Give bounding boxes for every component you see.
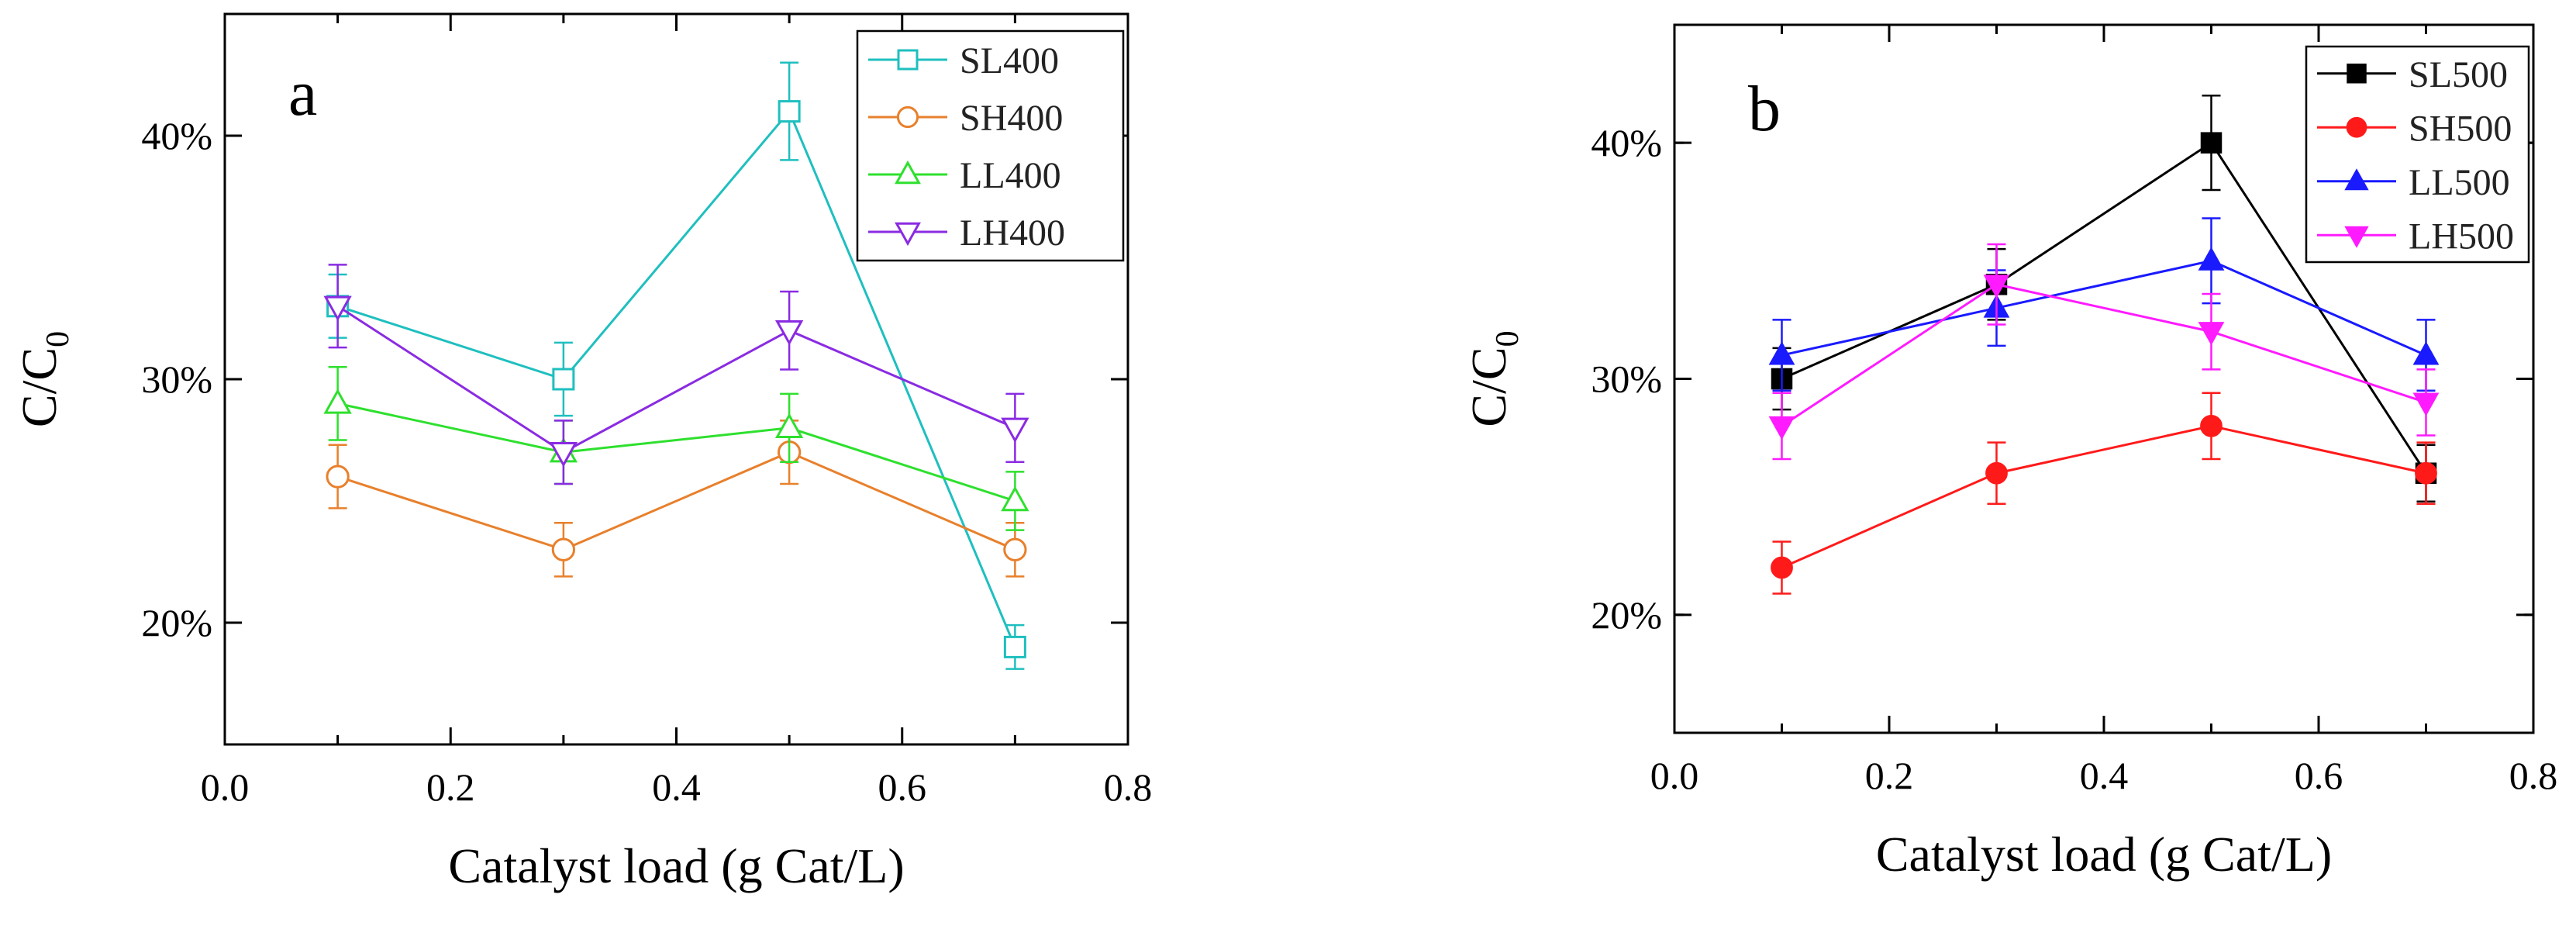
data-point [1983,275,2010,299]
panel-label: b [1748,73,1781,145]
legend-label: LL500 [2409,162,2510,203]
data-point [1003,635,1026,658]
y-tick-label: 20% [141,601,212,644]
data-point [778,100,801,123]
x-tick-label: 0.4 [2080,754,2129,797]
data-point [323,295,352,322]
data-point [2412,392,2440,416]
y-axis-label-subscript: 0 [1490,330,1526,347]
data-point [1003,537,1027,561]
data-point [1768,341,1795,365]
x-tick-label: 0.6 [2295,754,2343,797]
legend-label: LH400 [960,212,1065,254]
y-axis-label-main: C/C [12,347,67,427]
data-point [2198,322,2225,346]
x-tick-label: 0.8 [2509,754,2558,797]
data-point [1768,416,1795,440]
legend-box [2305,45,2530,264]
series-line [1781,283,2426,427]
series-line [1781,259,2427,357]
legend: SL500 SH500 LL500 LH500 [2305,45,2530,264]
y-axis-label: C/C0 [1461,330,1526,427]
legend-label: SH400 [960,98,1063,139]
y-tick-label: 20% [1591,593,1662,637]
data-point [774,320,804,346]
data-point [2200,414,2223,437]
data-point [549,442,578,468]
y-tick-label: 40% [141,114,212,157]
y-axis-label-main: C/C [1461,347,1516,427]
series-LH400 [323,264,1029,485]
legend-marker [2346,116,2367,138]
x-tick-label: 0.2 [426,765,475,809]
legend: SL400 SH400 LL400 LH400 [856,29,1125,262]
series-SH400 [326,420,1027,578]
data-point [326,464,350,489]
data-point [551,537,576,561]
y-tick-label: 30% [141,357,212,401]
x-tick-label: 0.8 [1104,765,1153,809]
panel-b-chart: 0.0 0.2 0.4 0.6 0.8 20% 30% 40% Catalyst load (g… [1461,23,2558,882]
x-tick-label: 0.4 [652,765,701,809]
data-point [2415,461,2437,485]
panel-a-chart: 0.0 0.2 0.4 0.6 0.8 20% 30% 40% Catalyst load (g… [12,12,1153,893]
data-point [1001,485,1029,512]
series-line [1781,424,2426,569]
legend-marker [895,160,921,185]
series-LL500 [1768,217,2440,392]
legend-label: SL400 [960,40,1059,81]
x-axis-label: Catalyst load (g Cat/L) [1876,827,2332,882]
data-point [552,368,575,391]
legend-label: SH500 [2409,108,2512,149]
x-tick-label: 0.2 [1865,754,1914,797]
panel-label: a [288,57,317,130]
legend-marker [896,105,919,129]
legend-label: LL400 [960,155,1061,196]
data-point [1985,461,2008,485]
x-tick-label: 0.0 [201,765,250,809]
x-tick-label: 0.6 [878,765,927,809]
legend-label: SL500 [2409,54,2508,95]
data-point [2198,247,2225,271]
data-point [1771,556,1793,579]
series-LH500 [1768,243,2440,461]
y-axis-label-subscript: 0 [40,331,76,347]
data-point [323,389,352,414]
series-line [337,402,1016,502]
data-point [2412,341,2440,365]
x-tick-label: 0.0 [1650,754,1699,797]
data-point [1001,417,1029,444]
y-axis-label: C/C0 [12,331,76,427]
legend-marker [897,49,919,71]
y-tick-label: 30% [1591,357,1662,401]
series-SH500 [1771,392,2437,595]
series-line [336,305,1016,454]
legend-marker [2347,64,2367,84]
legend-marker [2344,226,2369,248]
legend-label: LH500 [2409,216,2514,257]
data-point [774,413,804,438]
legend-marker [895,222,921,247]
legend-marker [2344,168,2369,191]
series-line [337,451,1016,551]
y-tick-label: 40% [1591,121,1662,164]
data-point [2200,132,2223,154]
x-axis-label: Catalyst load (g Cat/L) [448,838,904,893]
